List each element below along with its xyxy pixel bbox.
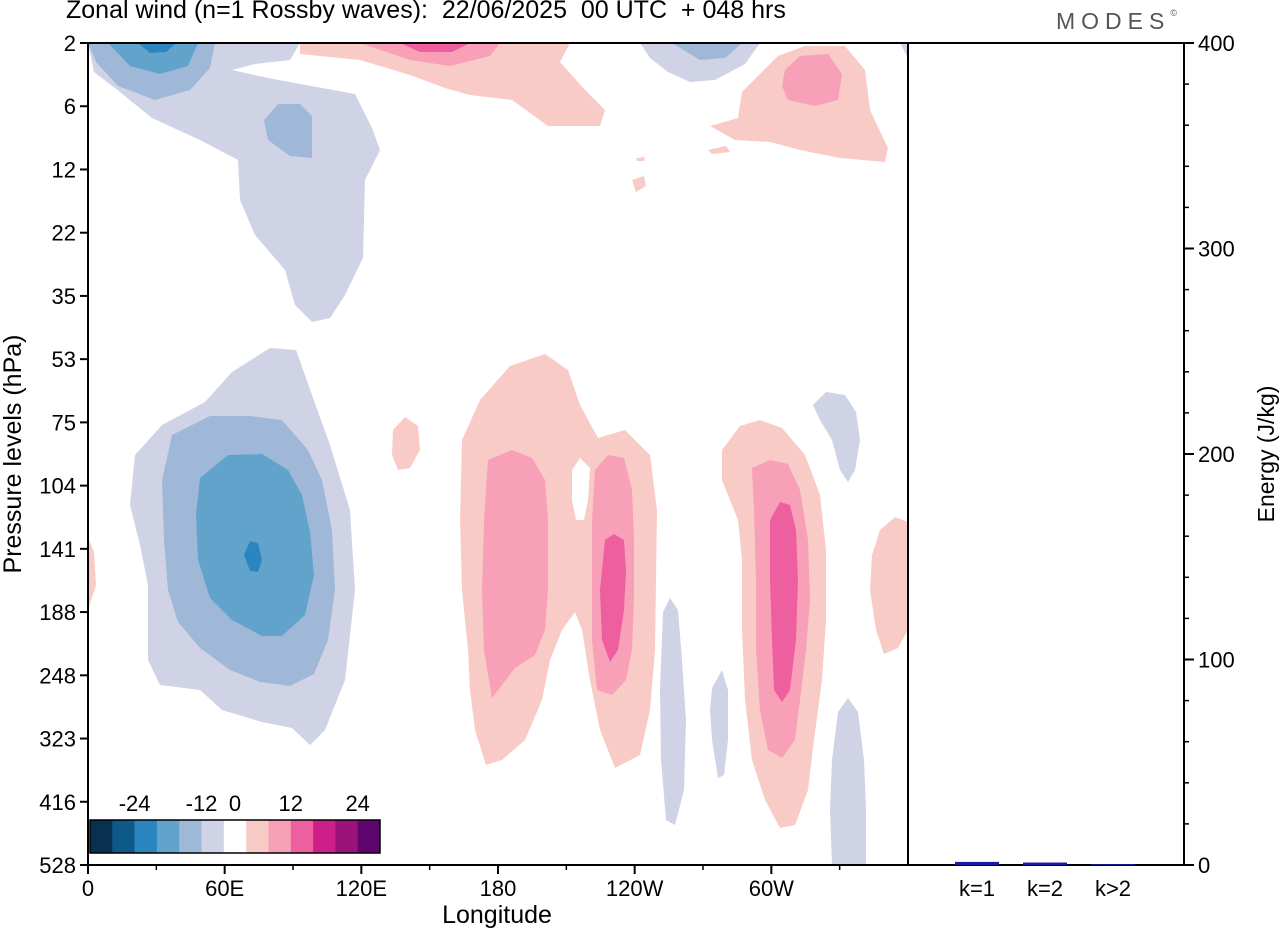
y-tick-label: 6 (64, 94, 76, 119)
colorbar-swatch (313, 820, 336, 853)
y-tick-label: 104 (39, 474, 76, 499)
energy-axis-label: Energy (J/kg) (1253, 386, 1279, 523)
bar-category-label: k=1 (959, 876, 995, 901)
contour-pos-leftedge (88, 538, 96, 610)
x-axis-label: Longitude (442, 901, 552, 929)
colorbar-swatch (201, 820, 225, 853)
colorbar-label: 0 (229, 791, 241, 816)
energy-tick-label: 400 (1198, 31, 1235, 56)
contour-neg-top-right-edge (900, 43, 908, 59)
y-tick-label: 528 (39, 853, 76, 878)
y-tick-label: 53 (52, 347, 76, 372)
energy-bar (1091, 864, 1135, 866)
contour-pos-small-2 (632, 176, 646, 192)
x-tick-label: 60E (205, 876, 244, 901)
colorbar-swatch (179, 820, 202, 853)
y-tick-label: 188 (39, 600, 76, 625)
contour-pos-right (870, 517, 908, 654)
colorbar-legend: -24 -12 0 12 24 (89, 791, 381, 854)
colorbar-swatch (357, 820, 381, 853)
contour-neg-top-mid-2 (672, 43, 742, 60)
colorbar-label: 24 (345, 791, 369, 816)
bar-category-label: k>2 (1095, 876, 1131, 901)
contour-neg-top-4 (138, 43, 176, 53)
contour-gap (572, 458, 590, 520)
contour-neg-7 (710, 670, 728, 778)
contour-neg-8 (830, 698, 866, 865)
contour-pos-top-2 (360, 43, 500, 66)
heatmap-field (88, 43, 908, 865)
chart-title: Zonal wind (n=1 Rossby waves): 22/06/202… (66, 0, 786, 24)
contour-pos-small-3 (636, 157, 645, 161)
y-tick-label: 22 (52, 221, 76, 246)
y-tick-label: 416 (39, 790, 76, 815)
x-tick-label: 120E (336, 876, 387, 901)
x-tick-label: 0 (82, 876, 94, 901)
colorbar-swatch (134, 820, 158, 853)
energy-bar (1023, 862, 1067, 865)
contour-pos-2a (482, 450, 548, 698)
contour-neg-blob-6 (264, 104, 312, 158)
colorbar-frame (89, 819, 381, 854)
contour-neg-top-3 (108, 43, 198, 74)
modes-logo: MODES© (1056, 8, 1177, 35)
x-tick-label: 180 (480, 876, 517, 901)
y-tick-label: 2 (64, 31, 76, 56)
energy-axis: 0 100 200 300 400 (1184, 31, 1235, 878)
brand-name: MODES (1056, 8, 1171, 34)
longitude-axis: 0 60E 120E 180 120W 60W (82, 865, 841, 901)
colorbar-swatch (112, 820, 135, 853)
energy-tick-label: 200 (1198, 442, 1235, 467)
energy-tick-label: 300 (1198, 237, 1235, 262)
colorbar-label: 12 (279, 791, 303, 816)
brand-mark: © (1170, 8, 1177, 18)
contour-neg-5 (813, 392, 860, 482)
contour-pos-topright (710, 46, 888, 162)
energy-tick-label: 100 (1198, 648, 1235, 673)
energy-bars: k=1 k=2 k>2 (955, 861, 1135, 901)
contour-pos-6 (770, 502, 798, 702)
y-tick-label: 323 (39, 727, 76, 752)
colorbar-swatch (290, 820, 314, 853)
contour-neg-6 (660, 598, 686, 825)
contour-neg-4 (244, 541, 262, 572)
y-tick-label: 141 (39, 537, 76, 562)
y-axis-label: Pressure levels (hPa) (0, 335, 27, 574)
colorbar-swatch (335, 820, 358, 853)
colorbar-label: -24 (119, 791, 151, 816)
bar-category-label: k=2 (1027, 876, 1063, 901)
colorbar-swatch (268, 820, 292, 853)
y-tick-label: 12 (52, 157, 76, 182)
colorbar-swatch (156, 820, 180, 853)
colorbar-swatch (223, 820, 247, 853)
energy-panel-frame (907, 42, 1185, 866)
colorbar-label: -12 (186, 791, 218, 816)
y-tick-label: 75 (52, 410, 76, 435)
x-tick-label: 60W (749, 876, 794, 901)
y-tick-label: 35 (52, 284, 76, 309)
energy-bar (955, 861, 999, 865)
colorbar-swatch (246, 820, 269, 853)
energy-tick-label: 0 (1198, 853, 1210, 878)
contour-pos-3 (600, 534, 626, 662)
contour-pos-small-1 (708, 146, 730, 154)
colorbar-swatch (90, 820, 113, 853)
y-tick-label: 248 (39, 663, 76, 688)
contour-pos-top-3 (400, 43, 470, 52)
contour-pos-small-4 (392, 417, 420, 470)
contour-pos-top (300, 43, 605, 126)
contour-pos-topright-2 (782, 54, 842, 106)
x-tick-label: 120W (606, 876, 664, 901)
pressure-axis: 2 6 12 22 35 53 75 104 141 188 248 323 416 528 (39, 31, 88, 878)
